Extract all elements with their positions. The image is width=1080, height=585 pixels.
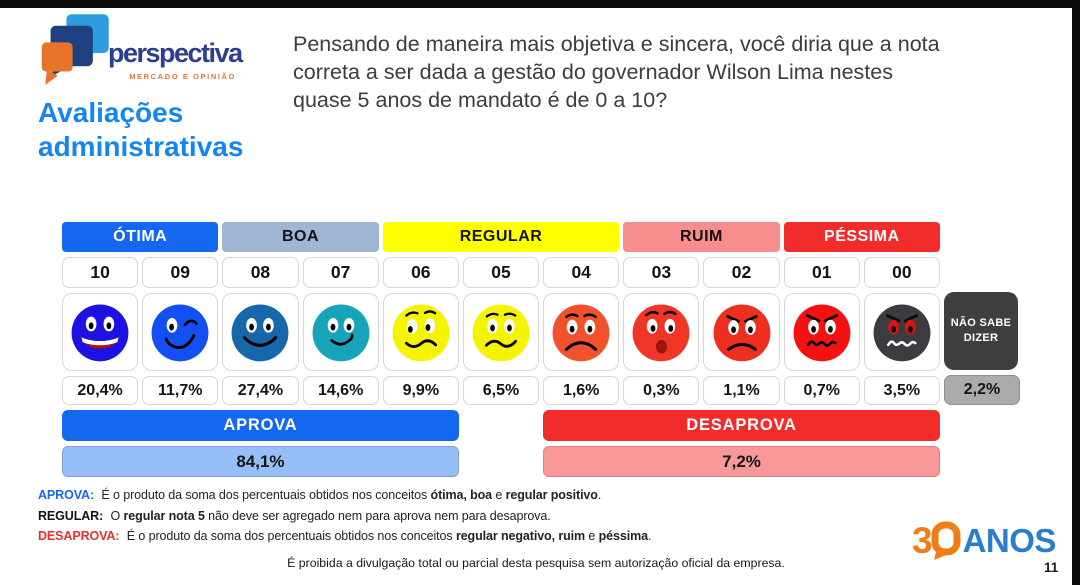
percent-cell-02: 1,1% (703, 376, 780, 405)
no-answer-box: NÃO SABE DIZER (944, 292, 1018, 370)
footnote-bold-text: regular nota 5 (123, 508, 205, 523)
rating-scale-chart: APROVA DESAPROVA 84,1% 7,2% ÓTIMA BOA REGU… (62, 222, 940, 477)
footnote-plain-text: . (647, 529, 652, 543)
note-cell-10: 10 (62, 257, 139, 288)
no-answer-label-line: NÃO SABE (950, 317, 1012, 330)
note-cell-01: 01 (783, 257, 860, 288)
question-line: quase 5 anos de mandato é de 0 a 10? (293, 88, 668, 113)
soft-smile-face-icon (312, 304, 370, 362)
percent-cell-01: 0,7% (783, 376, 860, 405)
footnote-plain-text: e (585, 529, 599, 543)
desaprova-percent: 7,2% (543, 446, 940, 477)
note-cell-04: 04 (543, 257, 620, 288)
note-cell-05: 05 (462, 257, 540, 288)
percent-cell-09: 11,7% (142, 376, 219, 405)
percent-cell-00: 3,5% (863, 376, 940, 405)
perspectiva-logo: perspectiva MERCADO E OPINIÃO (40, 12, 270, 100)
aprova-percent: 84,1% (62, 446, 459, 477)
footnote-plain-text: . (597, 488, 602, 502)
note-cell-09: 09 (142, 257, 219, 288)
percent-cell-08: 27,4% (222, 376, 299, 405)
face-cell-07 (302, 293, 379, 371)
face-cell-10 (62, 293, 139, 371)
page-number: 11 (1044, 560, 1059, 575)
percent-cell-04: 1,6% (543, 376, 620, 405)
question-line: Pensando de maneira mais objetiva e sinc… (293, 32, 940, 56)
angry-frown-face-icon (713, 304, 770, 362)
wink-smile-face-icon (151, 304, 209, 362)
category-péssima: PÉSSIMA (783, 222, 940, 252)
footnote-plain-text: não deve ser agregado nem para aprova ne… (204, 508, 551, 523)
footnote-bold-text: regular negativo, ruim (455, 529, 586, 543)
speech-bubbles-icon (41, 14, 109, 85)
sad-face-icon (552, 304, 610, 362)
footnote-regular: REGULAR: O regular nota 5 não deve ser a… (38, 509, 938, 523)
footnote-label: DESAPROVA: (38, 529, 120, 543)
question-line: correta a ser dada a gestão do governado… (293, 60, 893, 85)
category-ruim: RUIM (623, 222, 780, 252)
note-cell-03: 03 (623, 257, 700, 288)
face-cell-06 (382, 293, 459, 371)
percent-cell-07: 14,6% (302, 376, 379, 405)
face-cell-08 (222, 293, 299, 371)
footnote-text: É o produto da soma dos percentuais obti… (98, 488, 601, 502)
unsure-glance-face-icon (392, 304, 450, 362)
desaprova-bar: DESAPROVA (543, 410, 940, 441)
footnote-plain-text: É o produto da soma dos percentuais obti… (98, 488, 431, 502)
footnotes: APROVA: É o produto da soma dos percentu… (38, 488, 938, 550)
big-grin-face-icon (71, 304, 129, 362)
footnote-aprova: APROVA: É o produto da soma dos percentu… (38, 488, 938, 502)
footnote-plain-text: O (107, 508, 124, 523)
note-cell-06: 06 (382, 257, 459, 288)
30-anos-logo: 3 ANOS (912, 520, 1056, 560)
percent-cell-05: 6,5% (462, 376, 540, 405)
brand-tagline: MERCADO E OPINIÃO (129, 72, 236, 81)
page-title: Avaliações administrativas (38, 97, 244, 163)
bubble-zero-icon (931, 521, 961, 560)
furious-zigzag-face-icon (873, 304, 931, 362)
percent-cell-06: 9,9% (382, 376, 459, 405)
percent-cell-10: 20,4% (62, 376, 139, 405)
face-cell-00 (863, 293, 940, 371)
smile-face-icon (231, 304, 289, 362)
worried-open-face-icon (632, 304, 690, 362)
footnote-label: REGULAR: (38, 508, 104, 523)
aprova-bar: APROVA (62, 410, 459, 441)
question-text: Pensando de maneira mais objetiva e sinc… (293, 30, 1068, 114)
footnote-text: É o produto da soma dos percentuais obti… (123, 529, 652, 543)
anniversary-word: ANOS (962, 521, 1057, 559)
face-cell-02 (703, 293, 780, 371)
top-border (0, 0, 1080, 8)
right-border (1072, 0, 1080, 585)
unsure-face-icon (472, 304, 530, 362)
face-cell-03 (623, 293, 700, 371)
note-cell-02: 02 (703, 257, 780, 288)
footnote-label: APROVA: (38, 488, 95, 502)
face-cell-04 (543, 293, 620, 371)
footnote-plain-text: É o produto da soma dos percentuais obti… (123, 529, 456, 543)
footnote-bold-text: regular positivo (505, 488, 598, 502)
note-cell-08: 08 (222, 257, 299, 288)
category-regular: REGULAR (382, 222, 620, 252)
disclaimer-text: É proibida a divulgação total ou parcial… (287, 556, 785, 570)
face-cell-09 (142, 293, 219, 371)
footnote-text: O regular nota 5 não deve ser agregado n… (107, 508, 551, 523)
footnote-bold-text: péssima (598, 529, 648, 543)
category-boa: BOA (222, 222, 379, 252)
footnote-bold-text: ótima, boa (430, 488, 493, 502)
note-cell-00: 00 (863, 257, 940, 288)
category-ótima: ÓTIMA (62, 222, 219, 252)
footnote-desaprova: DESAPROVA: É o produto da soma dos perce… (38, 529, 938, 543)
face-cell-01 (783, 293, 860, 371)
no-answer-percent: 2,2% (944, 375, 1020, 405)
note-cell-07: 07 (302, 257, 379, 288)
anniversary-number: 3 (912, 519, 933, 561)
face-cell-05 (462, 293, 540, 371)
footnote-plain-text: e (492, 488, 506, 502)
percent-cell-03: 0,3% (623, 376, 700, 405)
no-answer-label-line: DIZER (963, 332, 999, 344)
brand-name: perspectiva (108, 38, 243, 68)
angry-zigzag-face-icon (793, 304, 851, 362)
